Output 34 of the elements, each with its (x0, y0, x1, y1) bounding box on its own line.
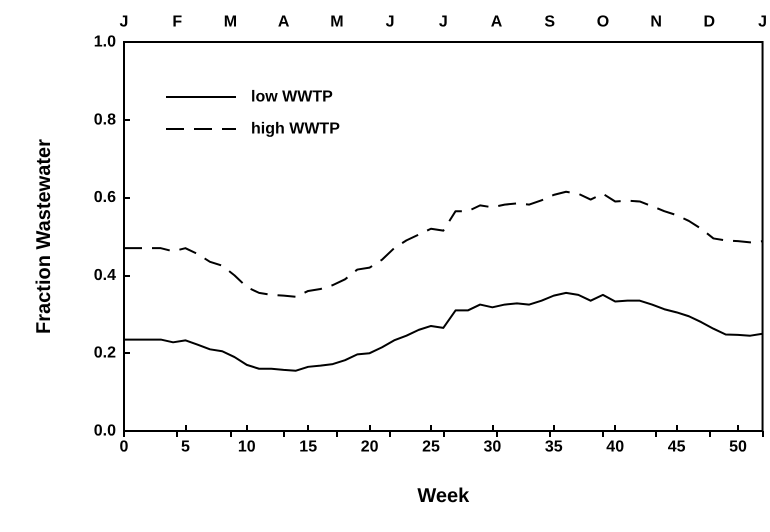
legend-label: low WWTP (251, 88, 334, 106)
x-tick-label: 35 (544, 438, 563, 456)
y-tick-label: 1.0 (94, 34, 116, 50)
text: M (330, 14, 344, 30)
text: J (758, 14, 768, 30)
text: F (172, 14, 182, 30)
text: M (224, 14, 238, 30)
y-tick-label: 0.8 (94, 111, 116, 128)
y-tick-label: 0.2 (94, 344, 116, 362)
x-tick-label: 40 (606, 438, 624, 456)
y-tick-label: 0.6 (94, 189, 116, 206)
x-tick-label: 50 (729, 438, 747, 456)
text: J (120, 14, 128, 30)
legend-label: high WWTP (251, 120, 340, 138)
text: J (438, 14, 448, 30)
text: N (650, 14, 662, 30)
text: A (490, 14, 503, 30)
x-tick-label: 10 (238, 438, 256, 456)
text: D (704, 14, 716, 30)
y-tick-label: 0.0 (94, 422, 116, 440)
x-tick-label: 0 (120, 438, 129, 456)
y-tick-label: 0.4 (94, 266, 116, 284)
y-axis-title: Fraction Wastewater (33, 138, 55, 334)
x-tick-label: 45 (668, 438, 686, 456)
text: J (386, 14, 395, 30)
x-axis-title: Week (417, 485, 470, 507)
x-tick-label: 5 (180, 438, 190, 456)
text: O (596, 14, 610, 30)
text: S (544, 14, 556, 30)
x-tick-label: 20 (360, 438, 379, 456)
text: A (278, 14, 290, 30)
x-tick-label: 30 (483, 438, 502, 456)
x-tick-label: 25 (422, 438, 440, 456)
x-tick-label: 15 (299, 438, 318, 456)
